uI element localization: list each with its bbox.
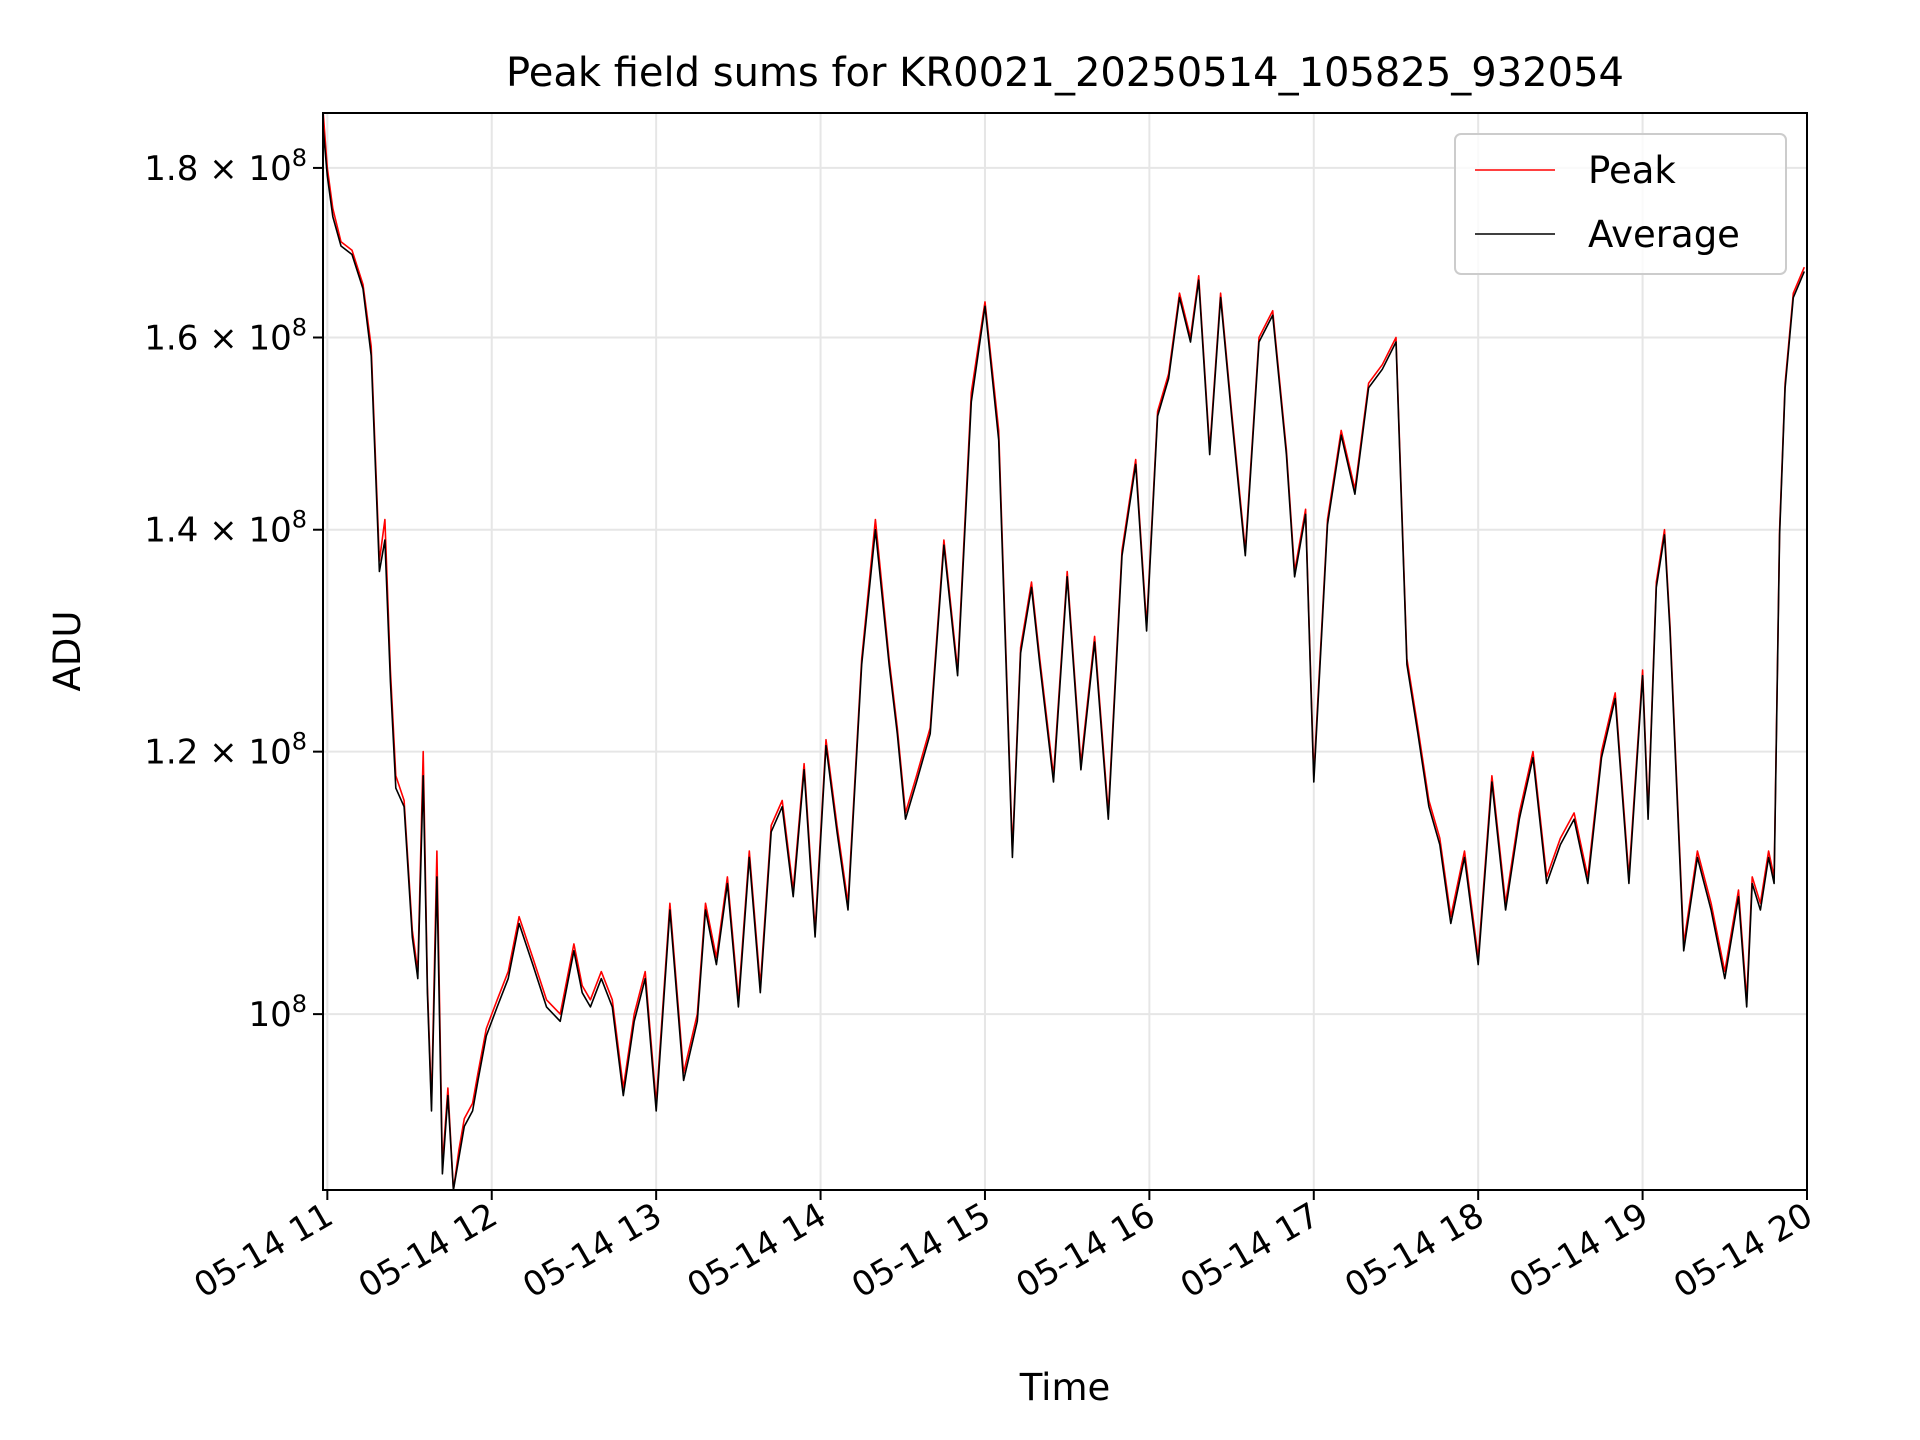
y-tick-label: 1.8 × 108 bbox=[144, 144, 307, 189]
legend: Peak Average bbox=[1454, 133, 1787, 275]
y-axis-label: ADU bbox=[46, 611, 89, 692]
y-tick-label: 1.6 × 108 bbox=[144, 313, 307, 358]
y-tick-label: 1.4 × 108 bbox=[144, 506, 307, 551]
y-axis: 108 1.2 × 108 1.4 × 108 1.6 × 108 1.8 × 108 bbox=[144, 144, 323, 1035]
x-axis-label: Time bbox=[1019, 1366, 1111, 1409]
y-tick-label: 1.2 × 108 bbox=[144, 728, 307, 773]
series-layer bbox=[323, 113, 1806, 1190]
series-line-average bbox=[323, 128, 1806, 1190]
legend-label-peak: Peak bbox=[1588, 149, 1676, 192]
plot-frame bbox=[322, 112, 1808, 1191]
legend-label-average: Average bbox=[1588, 213, 1740, 256]
y-tick-label: 108 bbox=[248, 990, 307, 1035]
chart-title: Peak field sums for KR0021_20250514_1058… bbox=[506, 50, 1624, 96]
legend-box bbox=[1454, 133, 1787, 275]
